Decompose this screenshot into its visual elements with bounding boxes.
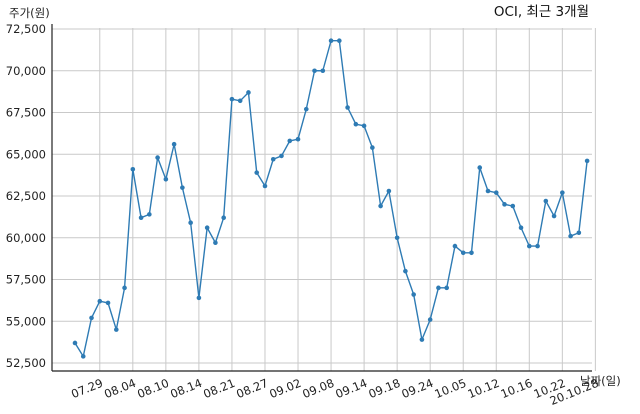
data-point bbox=[469, 250, 474, 256]
data-point bbox=[122, 285, 127, 291]
data-point bbox=[576, 230, 582, 236]
x-tick-label: 09.02 bbox=[267, 376, 303, 401]
data-point bbox=[130, 166, 136, 172]
data-point bbox=[237, 98, 243, 104]
data-point bbox=[270, 156, 276, 162]
data-point bbox=[97, 298, 103, 304]
data-point bbox=[138, 215, 144, 221]
x-tick-label: 09.24 bbox=[400, 376, 436, 401]
data-point bbox=[262, 183, 268, 189]
x-tick-label: 10.12 bbox=[466, 376, 502, 401]
data-point bbox=[188, 220, 193, 226]
data-point bbox=[345, 105, 350, 110]
data-point bbox=[196, 295, 202, 301]
data-point bbox=[337, 38, 342, 43]
chart-title: OCI, 최근 3개월 bbox=[494, 4, 589, 20]
data-point bbox=[246, 90, 251, 95]
data-point bbox=[477, 165, 483, 170]
data-point bbox=[452, 243, 458, 249]
data-point bbox=[295, 136, 301, 142]
data-point bbox=[403, 268, 408, 274]
y-tick-label: 62,500 bbox=[6, 189, 46, 203]
data-point bbox=[493, 190, 499, 195]
data-point bbox=[386, 188, 392, 194]
data-point bbox=[394, 235, 400, 241]
x-axis-label: 날짜(일) bbox=[580, 374, 621, 388]
y-tick-label: 52,500 bbox=[6, 356, 46, 370]
x-tick-label: 09.18 bbox=[366, 376, 402, 401]
data-point bbox=[254, 170, 260, 175]
data-point bbox=[370, 145, 375, 150]
data-point bbox=[518, 225, 524, 231]
data-point bbox=[353, 121, 359, 127]
y-tick-label: 72,500 bbox=[6, 22, 46, 36]
y-tick-label: 65,000 bbox=[6, 147, 46, 161]
data-point bbox=[584, 158, 590, 164]
data-point bbox=[560, 190, 565, 195]
data-point bbox=[436, 285, 441, 291]
data-point bbox=[147, 212, 152, 217]
data-point bbox=[361, 123, 367, 129]
data-point bbox=[527, 243, 532, 249]
y-tick-label: 57,500 bbox=[6, 273, 46, 287]
data-point bbox=[568, 233, 573, 239]
data-point bbox=[114, 327, 119, 332]
data-point bbox=[105, 300, 111, 306]
x-tick-label: 10.16 bbox=[499, 376, 535, 401]
x-tick-label: 08.27 bbox=[234, 376, 270, 401]
data-point bbox=[510, 203, 516, 209]
data-point bbox=[80, 354, 86, 359]
data-point bbox=[485, 188, 491, 194]
x-tick-labels: 07.2908.0408.1008.1408.2108.2709.0209.08… bbox=[69, 376, 600, 408]
x-tick-label: 08.04 bbox=[102, 376, 138, 401]
data-point bbox=[229, 96, 235, 102]
data-point bbox=[328, 38, 334, 43]
data-point bbox=[287, 138, 293, 144]
y-tick-label: 55,000 bbox=[6, 314, 46, 328]
data-point bbox=[502, 202, 507, 207]
axes bbox=[51, 24, 592, 372]
data-point bbox=[171, 141, 177, 147]
data-point bbox=[419, 337, 425, 342]
data-point bbox=[551, 213, 557, 219]
data-point bbox=[460, 250, 466, 256]
data-point bbox=[163, 177, 169, 182]
data-point bbox=[411, 292, 416, 297]
data-point bbox=[221, 215, 226, 221]
x-tick-label: 09.08 bbox=[300, 376, 336, 401]
data-point bbox=[427, 317, 433, 322]
data-point bbox=[320, 68, 326, 74]
x-tick-label: 08.14 bbox=[168, 376, 204, 401]
x-tick-label: 09.14 bbox=[333, 376, 369, 401]
x-tick-label: 07.29 bbox=[69, 376, 105, 401]
data-point bbox=[72, 340, 78, 346]
x-tick-label: 08.10 bbox=[135, 376, 171, 401]
data-point bbox=[303, 106, 309, 112]
y-axis-label: 주가(원) bbox=[9, 6, 50, 20]
y-tick-label: 70,000 bbox=[6, 64, 46, 78]
data-point bbox=[378, 203, 383, 209]
data-point bbox=[213, 240, 218, 246]
x-tick-label: 10.05 bbox=[433, 376, 469, 401]
data-point bbox=[180, 185, 185, 190]
data-point bbox=[279, 153, 284, 159]
data-point bbox=[444, 285, 450, 291]
price-series bbox=[72, 38, 590, 359]
y-tick-labels: 52,500 55,000 57,500 60,000 62,500 65,000 67,5… bbox=[6, 22, 46, 370]
data-point bbox=[312, 68, 317, 74]
data-point bbox=[155, 155, 160, 160]
data-point bbox=[89, 315, 94, 321]
data-point bbox=[535, 243, 540, 249]
data-point bbox=[204, 225, 210, 231]
y-tick-label: 60,000 bbox=[6, 231, 46, 245]
x-tick-label: 08.21 bbox=[201, 376, 237, 401]
grid-lines bbox=[52, 28, 596, 371]
data-point bbox=[543, 198, 549, 204]
y-tick-label: 67,500 bbox=[6, 106, 46, 120]
